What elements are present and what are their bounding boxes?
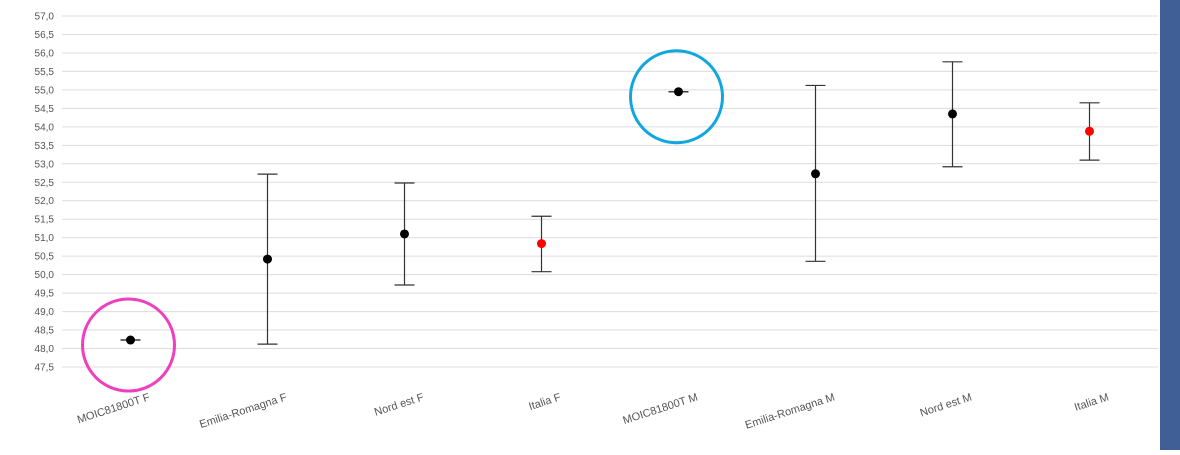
y-tick-label: 49,5 bbox=[35, 289, 55, 300]
y-tick-label: 51,5 bbox=[35, 215, 55, 226]
x-tick-label: Emilia-Romagna M bbox=[744, 391, 837, 431]
highlight-layer bbox=[81, 49, 724, 393]
data-point bbox=[1085, 126, 1094, 136]
y-tick-label: 50,5 bbox=[35, 252, 55, 263]
y-tick-label: 48,0 bbox=[35, 344, 55, 355]
x-tick-label: Emilia-Romagna F bbox=[198, 391, 289, 431]
y-tick-label: 54,0 bbox=[35, 122, 55, 133]
x-tick-label: MOIC81800T M bbox=[621, 391, 699, 427]
y-tick-label: 57,0 bbox=[35, 12, 55, 23]
y-tick-label: 54,5 bbox=[35, 104, 55, 115]
y-tick-label: 51,0 bbox=[35, 233, 55, 244]
x-tick-label: Nord est M bbox=[919, 391, 974, 419]
data-point bbox=[537, 239, 546, 249]
data-point-group bbox=[120, 335, 141, 345]
data-point bbox=[948, 109, 957, 119]
y-tick-label: 56,0 bbox=[35, 48, 55, 59]
data-point-group bbox=[942, 61, 963, 168]
data-point-group bbox=[531, 215, 552, 273]
y-tick-label: 56,5 bbox=[35, 30, 55, 41]
y-tick-label: 52,0 bbox=[35, 196, 55, 207]
y-tick-label: 55,5 bbox=[35, 67, 55, 78]
x-axis-ticks: MOIC81800T F Emilia-Romagna F Nord est F It… bbox=[76, 391, 1111, 431]
y-tick-label: 47,5 bbox=[35, 363, 55, 374]
x-tick-label: Italia M bbox=[1073, 391, 1110, 413]
side-panel bbox=[1160, 0, 1180, 450]
y-axis-ticks: 47,5 48,0 48,5 49,0 49,5 50,0 50,5 51,0 51,5 52,0… bbox=[35, 12, 55, 374]
y-tick-label: 53,0 bbox=[35, 159, 55, 170]
y-tick-label: 49,0 bbox=[35, 307, 55, 318]
x-tick-label: Nord est F bbox=[373, 391, 426, 418]
grid-layer bbox=[62, 15, 1158, 368]
data-point-group bbox=[257, 173, 278, 345]
chart-svg: 47,5 48,0 48,5 49,0 49,5 50,0 50,5 51,0 51,5 52,0… bbox=[35, 12, 1158, 432]
data-point bbox=[674, 87, 683, 97]
highlight-circle bbox=[81, 297, 176, 393]
x-tick-label: Italia F bbox=[527, 391, 562, 413]
data-point bbox=[400, 229, 409, 239]
y-tick-label: 55,0 bbox=[35, 85, 55, 96]
x-tick-label: MOIC81800T F bbox=[76, 391, 152, 426]
data-point bbox=[126, 335, 135, 345]
series-layer bbox=[120, 61, 1100, 345]
y-tick-label: 53,5 bbox=[35, 141, 55, 152]
data-point-group bbox=[394, 182, 415, 286]
data-point-group bbox=[668, 87, 689, 97]
data-point bbox=[263, 254, 272, 264]
y-tick-label: 50,0 bbox=[35, 270, 55, 281]
data-point-group bbox=[805, 84, 826, 262]
data-point bbox=[811, 169, 820, 179]
y-tick-label: 48,5 bbox=[35, 326, 55, 337]
data-point-group bbox=[1079, 102, 1100, 161]
y-tick-label: 52,5 bbox=[35, 178, 55, 189]
highlight-circle bbox=[629, 49, 724, 145]
